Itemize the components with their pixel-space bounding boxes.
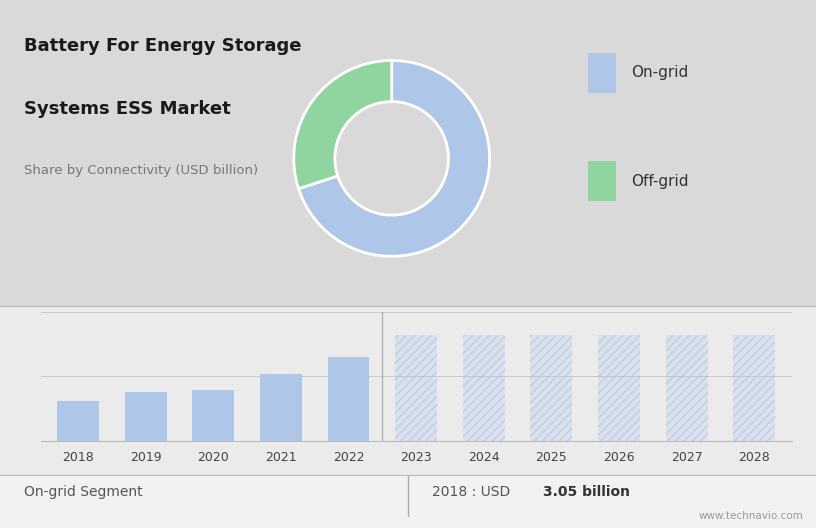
Wedge shape bbox=[299, 61, 490, 256]
Bar bbox=[125, 392, 166, 441]
FancyBboxPatch shape bbox=[588, 53, 616, 93]
Bar bbox=[327, 357, 370, 441]
Wedge shape bbox=[294, 61, 392, 188]
Bar bbox=[666, 335, 707, 441]
Bar bbox=[193, 390, 234, 441]
Bar bbox=[734, 335, 775, 441]
Text: On-grid: On-grid bbox=[632, 65, 689, 80]
Text: Off-grid: Off-grid bbox=[632, 174, 689, 188]
Text: www.technavio.com: www.technavio.com bbox=[699, 511, 804, 521]
Text: Share by Connectivity (USD billion): Share by Connectivity (USD billion) bbox=[24, 164, 259, 177]
Bar bbox=[530, 335, 572, 441]
Bar bbox=[463, 335, 505, 441]
Bar bbox=[734, 335, 775, 441]
Text: 2018 : USD: 2018 : USD bbox=[432, 485, 515, 498]
Text: 3.05 billion: 3.05 billion bbox=[543, 485, 630, 498]
Bar bbox=[57, 401, 99, 441]
FancyBboxPatch shape bbox=[588, 161, 616, 201]
Bar bbox=[463, 335, 505, 441]
Bar bbox=[395, 335, 437, 441]
Text: On-grid Segment: On-grid Segment bbox=[24, 485, 143, 498]
Bar bbox=[530, 335, 572, 441]
Text: Battery For Energy Storage: Battery For Energy Storage bbox=[24, 37, 302, 55]
Bar bbox=[260, 374, 302, 441]
Bar bbox=[395, 335, 437, 441]
Text: Systems ESS Market: Systems ESS Market bbox=[24, 100, 231, 118]
Bar bbox=[598, 335, 640, 441]
Bar bbox=[666, 335, 707, 441]
Bar bbox=[598, 335, 640, 441]
